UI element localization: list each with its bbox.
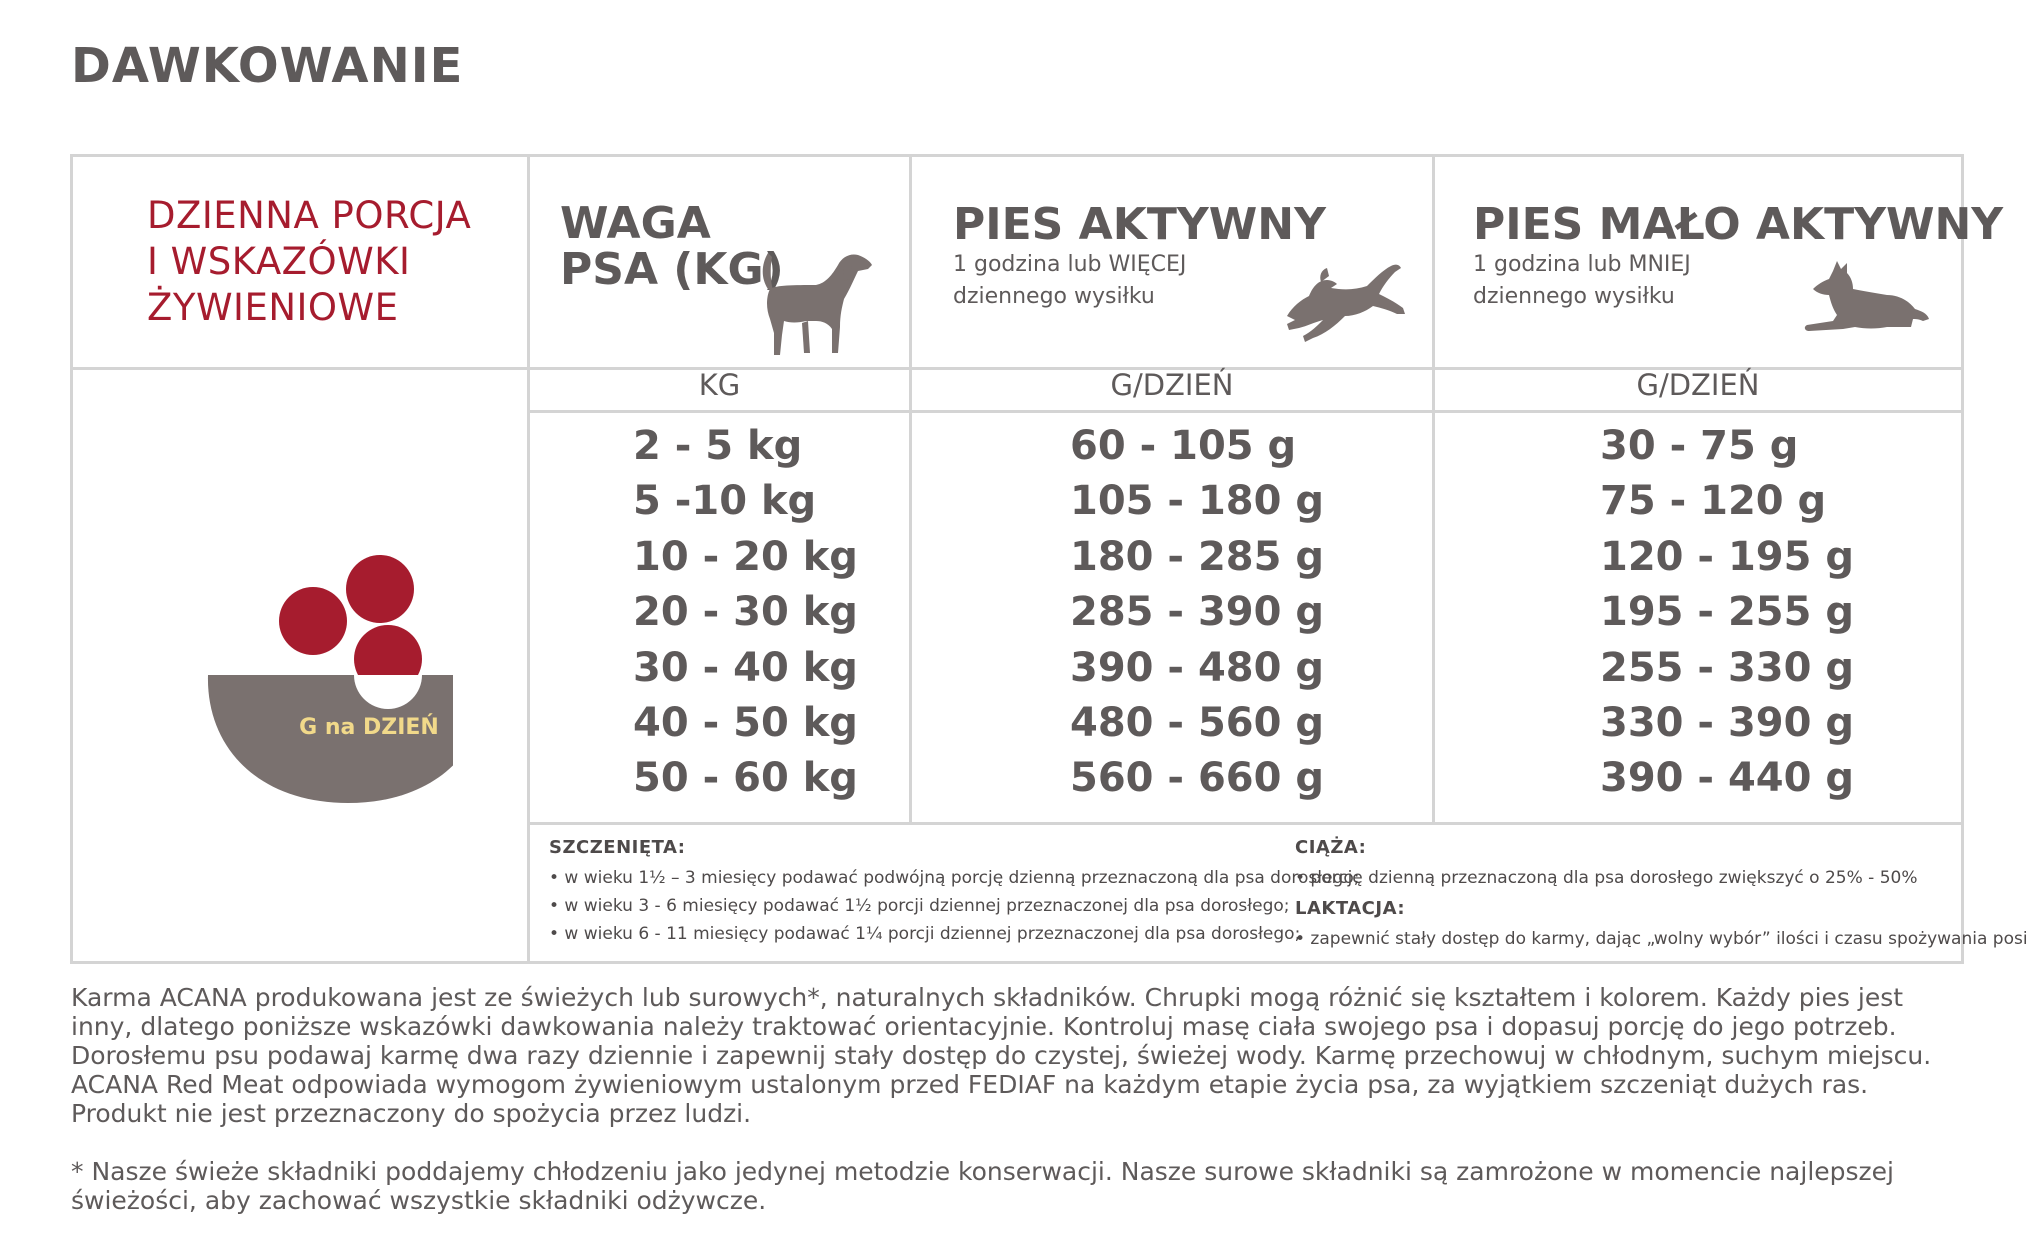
inactive-subtitle-line: dziennego wysiłku <box>1473 284 1675 309</box>
table-cell: 75 - 120 g <box>1600 478 1827 525</box>
inactive-subtitle-line: 1 godzina lub MNIEJ <box>1473 252 1691 277</box>
active-subtitle-line: dziennego wysiłku <box>953 284 1155 309</box>
table-cell: 10 - 20 kg <box>633 533 858 580</box>
intro-title-line: DZIENNA PORCJA <box>147 194 472 237</box>
puppies-notes: SZCZENIĘTA: • w wieku 1½ – 3 miesięcy po… <box>549 837 1359 948</box>
pregnancy-lactation-notes: CIĄŻA: • porcję dzienną przeznaczoną dla… <box>1295 837 2027 953</box>
table-cell: 195 - 255 g <box>1600 589 1855 636</box>
table-cell: 480 - 560 g <box>1070 700 1325 747</box>
table-cell: 2 - 5 kg <box>633 423 803 469</box>
footer-paragraph: Karma ACANA produkowana jest ze świeżych… <box>71 983 1932 1128</box>
table-cell: 285 - 390 g <box>1070 589 1325 636</box>
table-cell: 30 - 75 g <box>1600 423 1799 469</box>
active-values: 60 - 105 g 105 - 180 g 180 - 285 g 285 -… <box>1070 419 1324 807</box>
table-cell: 50 - 60 kg <box>633 755 858 802</box>
note-item: • w wieku 3 - 6 miesięcy podawać 1½ porc… <box>549 896 1290 916</box>
active-unit-label: G/DZIEŃ <box>1110 368 1234 402</box>
table-cell: 30 - 40 kg <box>633 644 858 691</box>
page-title: DAWKOWANIE <box>71 38 464 94</box>
inactive-title: PIES MAŁO AKTYWNY <box>1473 199 2004 250</box>
intro-title-line: ŻYWIENIOWE <box>147 286 399 329</box>
table-cell: 5 -10 kg <box>633 478 817 525</box>
inactive-column-header: PIES MAŁO AKTYWNY 1 godzina lub MNIEJ dz… <box>1473 202 2003 312</box>
note-item: • zapewnić stały dostęp do karmy, dając … <box>1295 929 2027 949</box>
table-cell: 180 - 285 g <box>1070 533 1325 580</box>
lactation-heading: LAKTACJA: <box>1295 898 1406 919</box>
lying-dog-icon <box>1804 261 1929 331</box>
divider <box>527 157 530 961</box>
active-subtitle-line: 1 godzina lub WIĘCEJ <box>953 252 1187 277</box>
table-cell: 120 - 195 g <box>1600 533 1855 580</box>
weight-column-header: WAGA PSA (KG) <box>560 201 784 293</box>
table-cell: 390 - 480 g <box>1070 644 1325 691</box>
table-cell: 105 - 180 g <box>1070 478 1325 525</box>
divider <box>909 157 912 825</box>
intro-title-line: I WSKAZÓWKI <box>147 240 411 283</box>
inactive-unit-label: G/DZIEŃ <box>1636 368 1760 402</box>
active-title: PIES AKTYWNY <box>953 199 1326 250</box>
table-cell: 390 - 440 g <box>1600 755 1855 802</box>
table-cell: 20 - 30 kg <box>633 589 858 636</box>
bowl-label: G na DZIEŃ <box>299 714 439 740</box>
bowl-icon: G na DZIEŃ <box>207 555 453 803</box>
divider <box>1432 157 1435 825</box>
puppies-heading: SZCZENIĘTA: <box>549 837 686 858</box>
weight-values: 2 - 5 kg 5 -10 kg 10 - 20 kg 20 - 30 kg … <box>633 419 858 807</box>
footer-footnote: * Nasze świeże składniki poddajemy chłod… <box>71 1157 1894 1215</box>
inactive-values: 30 - 75 g 75 - 120 g 120 - 195 g 195 - 2… <box>1600 419 1854 807</box>
weight-title-line: WAGA <box>560 198 711 249</box>
table-cell: 255 - 330 g <box>1600 644 1855 691</box>
divider <box>530 822 1961 825</box>
divider <box>73 367 1961 370</box>
running-dog-icon <box>1287 264 1405 342</box>
note-item: • w wieku 6 - 11 miesięcy podawać 1¼ por… <box>549 924 1301 944</box>
note-item: • porcję dzienną przeznaczoną dla psa do… <box>1295 868 1918 888</box>
weight-title-line: PSA (KG) <box>560 244 784 295</box>
weight-unit-label: KG <box>698 368 741 402</box>
intro-title: DZIENNA PORCJA I WSKAZÓWKI ŻYWIENIOWE <box>147 193 471 331</box>
note-item: • w wieku 1½ – 3 miesięcy podawać podwój… <box>549 868 1360 888</box>
feeding-table: DZIENNA PORCJA I WSKAZÓWKI ŻYWIENIOWE WA… <box>70 154 2027 964</box>
table-cell: 40 - 50 kg <box>633 700 858 747</box>
pregnancy-heading: CIĄŻA: <box>1295 837 1367 858</box>
divider <box>530 410 1961 413</box>
table-cell: 60 - 105 g <box>1070 423 1297 469</box>
table-cell: 330 - 390 g <box>1600 700 1855 747</box>
table-cell: 560 - 660 g <box>1070 755 1325 802</box>
active-column-header: PIES AKTYWNY 1 godzina lub WIĘCEJ dzienn… <box>953 202 1326 312</box>
standing-dog-icon <box>762 253 872 355</box>
